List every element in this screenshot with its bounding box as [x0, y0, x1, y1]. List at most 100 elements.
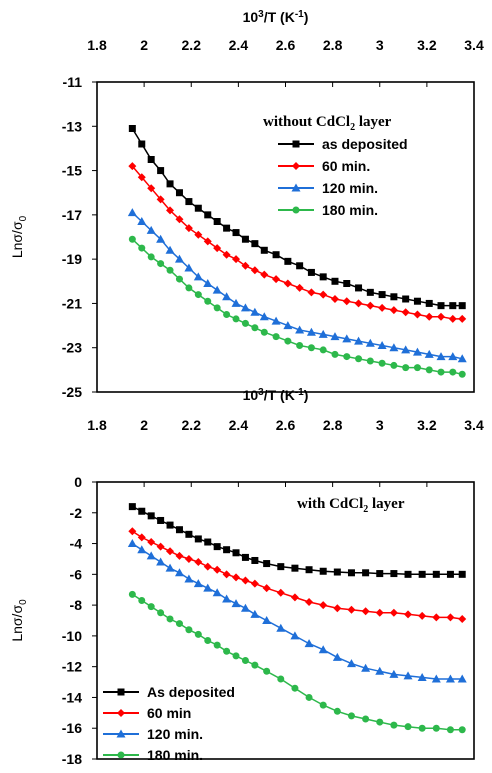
data-point: [262, 584, 271, 593]
data-point: [185, 198, 193, 206]
data-point: [232, 652, 240, 660]
data-point: [291, 564, 299, 572]
data-point: [458, 726, 466, 734]
data-point: [375, 666, 385, 675]
data-point: [332, 652, 342, 661]
y-tick-label: -11: [63, 74, 83, 90]
data-point: [157, 609, 165, 617]
data-point: [260, 270, 269, 279]
y-tick-label: -25: [62, 384, 82, 400]
data-point: [213, 244, 222, 253]
data-point: [213, 218, 221, 225]
data-point: [260, 328, 268, 336]
data-point: [333, 568, 341, 576]
data-point: [378, 359, 386, 367]
data-point: [404, 610, 413, 619]
data-point: [203, 583, 213, 592]
data-point: [330, 332, 340, 341]
legend: As deposited 60 min 120 min. 180 min.: [103, 684, 235, 763]
legend-label: as deposited: [322, 136, 408, 152]
data-point: [404, 723, 412, 731]
data-point: [432, 613, 441, 622]
data-point: [184, 263, 194, 272]
data-point: [437, 312, 446, 321]
legend-marker: [291, 183, 301, 192]
legend-marker: [292, 162, 300, 170]
legend-item: 180 min.: [278, 202, 378, 218]
data-point: [376, 570, 384, 578]
data-point: [156, 195, 165, 204]
y-axis-title: Lnσ/σ0: [9, 215, 29, 258]
data-point: [418, 570, 426, 578]
y-tick-label: -19: [62, 251, 82, 267]
data-point: [222, 250, 231, 259]
series-4: [128, 235, 466, 378]
data-point: [418, 611, 427, 620]
x-tick-label: 2.6: [276, 37, 296, 53]
data-point: [175, 551, 184, 560]
data-point: [128, 527, 137, 536]
data-point: [295, 325, 305, 334]
y-axis-title: Lnσ/σ0: [9, 599, 29, 642]
data-point: [418, 724, 426, 732]
data-point: [458, 302, 466, 310]
legend-label: 60 min.: [322, 158, 370, 174]
data-point: [146, 551, 156, 560]
x-tick-label: 3.2: [417, 37, 437, 53]
data-point: [375, 608, 384, 617]
data-point: [346, 659, 356, 668]
data-point: [251, 240, 259, 248]
data-point: [389, 669, 399, 678]
data-point: [147, 603, 155, 611]
data-point: [331, 277, 339, 285]
data-point: [355, 284, 363, 292]
data-point: [389, 306, 398, 315]
data-point: [166, 206, 175, 215]
data-point: [378, 291, 386, 299]
legend-label: 180 min.: [322, 202, 378, 218]
data-point: [304, 639, 314, 648]
data-point: [241, 235, 249, 243]
data-point: [204, 297, 212, 305]
data-point: [296, 342, 304, 349]
data-point: [319, 346, 327, 354]
data-point: [231, 599, 241, 608]
series-1: [128, 125, 466, 310]
x-tick-label: 3: [376, 417, 384, 433]
legend-item: 60 min: [103, 705, 191, 721]
data-point: [354, 299, 363, 308]
legend-label: 60 min: [147, 705, 191, 721]
data-point: [184, 574, 194, 583]
data-point: [175, 620, 183, 628]
data-point: [296, 262, 304, 270]
data-point: [260, 246, 268, 254]
data-point: [213, 543, 221, 551]
data-point: [343, 353, 351, 361]
legend-item: as deposited: [278, 136, 408, 152]
data-point: [204, 637, 212, 645]
data-point: [389, 343, 399, 352]
y-tick-label: -23: [62, 340, 82, 356]
data-point: [156, 234, 166, 243]
x-tick-label: 2.4: [229, 37, 249, 53]
y-tick-label: -2: [70, 505, 83, 521]
data-point: [306, 327, 316, 336]
data-point: [241, 657, 249, 665]
data-point: [446, 613, 455, 622]
data-point: [318, 645, 328, 654]
plot-area: [96, 481, 475, 760]
x-tick-label: 3.4: [464, 417, 484, 433]
data-point: [203, 237, 212, 246]
data-point: [290, 593, 299, 602]
data-point: [437, 368, 445, 376]
data-point: [449, 368, 457, 376]
y-tick-label: -6: [70, 566, 83, 582]
data-point: [276, 623, 286, 632]
data-point: [318, 329, 328, 338]
y-tick-label: -16: [62, 720, 82, 736]
y-tick-label: -12: [62, 659, 82, 675]
data-point: [250, 579, 259, 588]
legend: as deposited 60 min. 120 min. 180 min.: [278, 136, 408, 218]
data-point: [403, 671, 413, 680]
data-point: [378, 303, 387, 312]
